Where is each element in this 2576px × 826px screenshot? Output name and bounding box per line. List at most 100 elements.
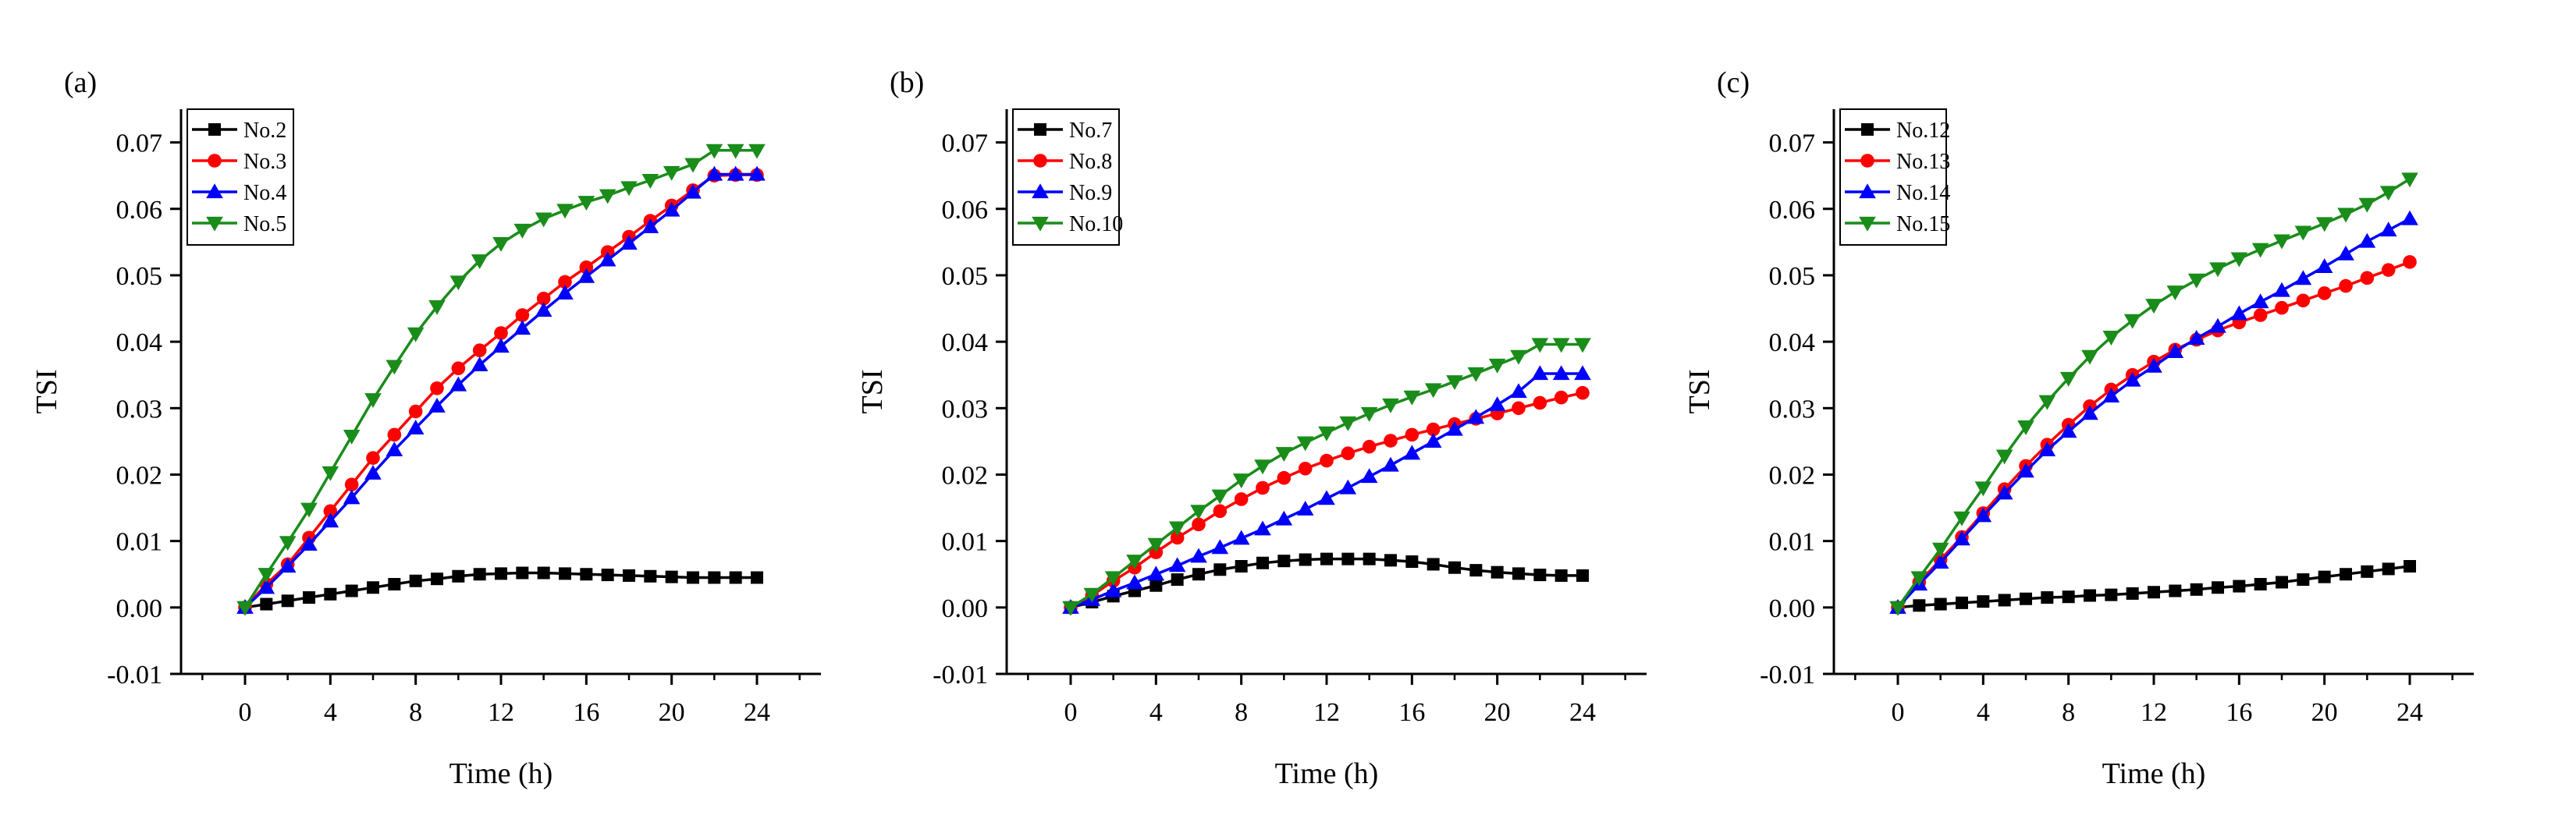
data-point bbox=[388, 578, 401, 591]
data-point bbox=[1974, 481, 1992, 497]
data-point bbox=[409, 574, 422, 587]
data-point bbox=[2145, 357, 2162, 373]
data-point bbox=[407, 420, 425, 434]
chart-panel-a: (a) -0.01 0.00 0.01 0.02 0.03 0.04 0.05 0.06 0.07… bbox=[30, 66, 821, 790]
data-point bbox=[1403, 445, 1421, 460]
data-point bbox=[2081, 349, 2098, 365]
data-point bbox=[2379, 186, 2397, 201]
legend-marker bbox=[208, 123, 221, 136]
data-point bbox=[1448, 561, 1461, 574]
data-point bbox=[513, 223, 531, 239]
y-tick-label: 0.07 bbox=[942, 129, 989, 158]
data-point bbox=[2126, 587, 2139, 600]
data-point bbox=[1426, 422, 1441, 437]
data-point bbox=[2148, 586, 2160, 599]
data-point bbox=[258, 568, 275, 583]
legend-marker bbox=[1861, 123, 1874, 136]
legend-label: No.13 bbox=[1896, 150, 1950, 174]
series-line bbox=[1896, 261, 2411, 608]
data-point bbox=[1576, 385, 1590, 400]
legend-label: No.4 bbox=[243, 181, 286, 205]
data-point bbox=[623, 569, 635, 582]
data-point bbox=[663, 201, 680, 217]
data-point bbox=[1211, 539, 1229, 555]
data-point bbox=[2020, 592, 2032, 605]
x-axis-title: Time (h) bbox=[449, 757, 553, 790]
data-point bbox=[1126, 555, 1143, 569]
data-point bbox=[1405, 555, 1419, 569]
data-point bbox=[727, 165, 744, 181]
legend-label: No.2 bbox=[243, 119, 286, 143]
data-point bbox=[1256, 480, 1270, 495]
data-point bbox=[1104, 571, 1122, 587]
chart-panel-c: (c) -0.01 0.00 0.01 0.02 0.03 0.04 0.05 0.06 0.07… bbox=[1683, 66, 2474, 790]
data-point bbox=[1554, 390, 1569, 405]
data-point bbox=[2123, 314, 2141, 329]
y-tick-label: 0.00 bbox=[1769, 594, 1816, 623]
data-point bbox=[1384, 434, 1398, 448]
data-point bbox=[1126, 574, 1143, 590]
data-point bbox=[1467, 367, 1485, 382]
data-point bbox=[236, 601, 254, 616]
panel-label: (b) bbox=[890, 66, 924, 99]
x-tick-label: 24 bbox=[744, 698, 770, 727]
data-point bbox=[705, 144, 723, 159]
data-point bbox=[2102, 331, 2120, 346]
data-point bbox=[644, 569, 657, 583]
data-point bbox=[407, 327, 425, 342]
data-point bbox=[1956, 596, 1968, 609]
data-point bbox=[387, 427, 402, 442]
data-point bbox=[1953, 511, 1970, 526]
data-point bbox=[556, 204, 574, 219]
x-tick-label: 0 bbox=[1064, 698, 1078, 727]
legend-label: No.8 bbox=[1069, 150, 1112, 174]
data-point bbox=[367, 581, 379, 594]
data-point bbox=[1256, 556, 1269, 569]
y-tick-label: 0.00 bbox=[942, 594, 989, 623]
y-tick-label: 0.06 bbox=[942, 196, 989, 225]
data-point bbox=[1405, 427, 1419, 442]
data-point bbox=[495, 567, 507, 580]
data-point bbox=[599, 189, 616, 204]
data-point bbox=[1062, 601, 1079, 616]
data-point bbox=[408, 404, 423, 419]
data-point bbox=[2230, 305, 2248, 321]
data-point bbox=[386, 360, 403, 375]
x-tick-label: 4 bbox=[1149, 698, 1163, 727]
data-point bbox=[323, 504, 338, 519]
data-point bbox=[2358, 197, 2376, 213]
data-point bbox=[1510, 383, 1527, 399]
data-point bbox=[1554, 569, 1568, 582]
data-point bbox=[2145, 299, 2162, 314]
data-point bbox=[1552, 338, 1570, 353]
data-point bbox=[2317, 286, 2332, 300]
data-point bbox=[2294, 270, 2312, 285]
data-point bbox=[1277, 470, 1292, 485]
x-tick-label: 16 bbox=[1398, 698, 1425, 727]
x-tick-label: 20 bbox=[1484, 698, 1511, 727]
series-No.2 bbox=[239, 566, 763, 614]
data-point bbox=[641, 174, 659, 189]
data-point bbox=[1576, 569, 1589, 582]
data-point bbox=[2381, 263, 2396, 277]
y-tick-label: 0.02 bbox=[116, 461, 163, 490]
data-point bbox=[665, 570, 678, 583]
data-point bbox=[515, 308, 530, 322]
y-tick-label: 0.01 bbox=[116, 528, 163, 557]
series-No.4 bbox=[236, 165, 766, 614]
data-point bbox=[2017, 420, 2034, 435]
data-point bbox=[473, 568, 486, 581]
data-point bbox=[2401, 210, 2418, 225]
y-tick-label: -0.01 bbox=[933, 661, 988, 690]
data-point bbox=[620, 181, 638, 197]
legend-label: No.14 bbox=[1896, 181, 1950, 205]
data-point bbox=[1339, 416, 1357, 431]
data-point bbox=[2017, 463, 2034, 478]
data-point bbox=[260, 597, 273, 611]
data-point bbox=[364, 393, 382, 409]
data-point bbox=[2212, 581, 2224, 594]
data-point bbox=[1931, 554, 1949, 569]
data-point bbox=[1190, 505, 1207, 520]
chart-panel-b: (b) -0.01 0.00 0.01 0.02 0.03 0.04 0.05 0.06 0.07… bbox=[856, 66, 1647, 790]
data-point bbox=[1427, 558, 1440, 571]
